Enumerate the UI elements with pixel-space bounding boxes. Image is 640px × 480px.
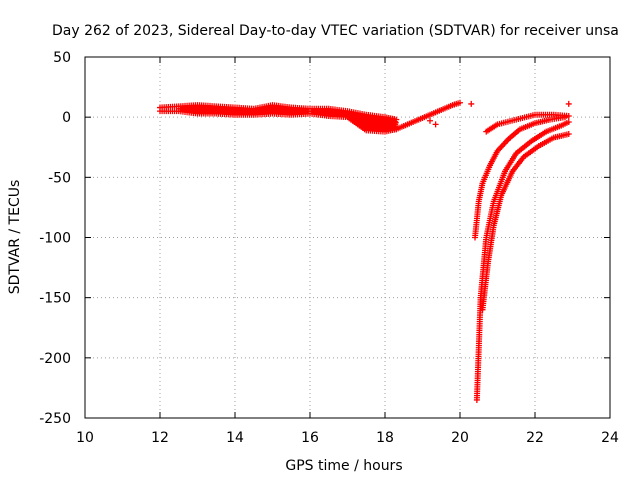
x-tick-label: 22	[526, 430, 544, 446]
chart-title: Day 262 of 2023, Sidereal Day-to-day VTE…	[52, 23, 619, 39]
data-point	[457, 99, 463, 106]
x-tick-label: 16	[301, 430, 319, 446]
y-tick-label: -50	[48, 170, 71, 186]
y-tick-label: -100	[39, 231, 71, 247]
plot-frame	[84, 56, 611, 419]
y-tick-label: -200	[39, 351, 71, 367]
data-point	[427, 117, 433, 124]
y-tick-label: -250	[39, 411, 71, 427]
data-point	[565, 100, 572, 107]
data-point	[565, 131, 572, 138]
x-tick-label: 12	[151, 430, 169, 446]
data-points	[157, 99, 572, 403]
x-tick-label: 18	[376, 430, 394, 446]
y-axis-label: SDTVAR / TECUs	[7, 180, 23, 295]
data-point	[565, 112, 572, 119]
y-tick-label: 50	[53, 50, 71, 66]
x-tick-label: 20	[451, 430, 469, 446]
y-tick-label: -150	[39, 291, 71, 307]
x-tick-label: 14	[226, 430, 244, 446]
data-point	[432, 121, 439, 128]
data-point	[565, 118, 572, 125]
axis-ticks: 10 12 14 16 18 20 22 24 50 0 -50 -100 -150 -200 -250	[39, 50, 619, 446]
x-tick-label: 24	[601, 430, 619, 446]
data-point	[468, 100, 475, 107]
y-tick-label: 0	[62, 110, 71, 126]
x-tick-label: 10	[76, 430, 94, 446]
x-axis-label: GPS time / hours	[285, 458, 402, 474]
data-point	[392, 123, 399, 130]
